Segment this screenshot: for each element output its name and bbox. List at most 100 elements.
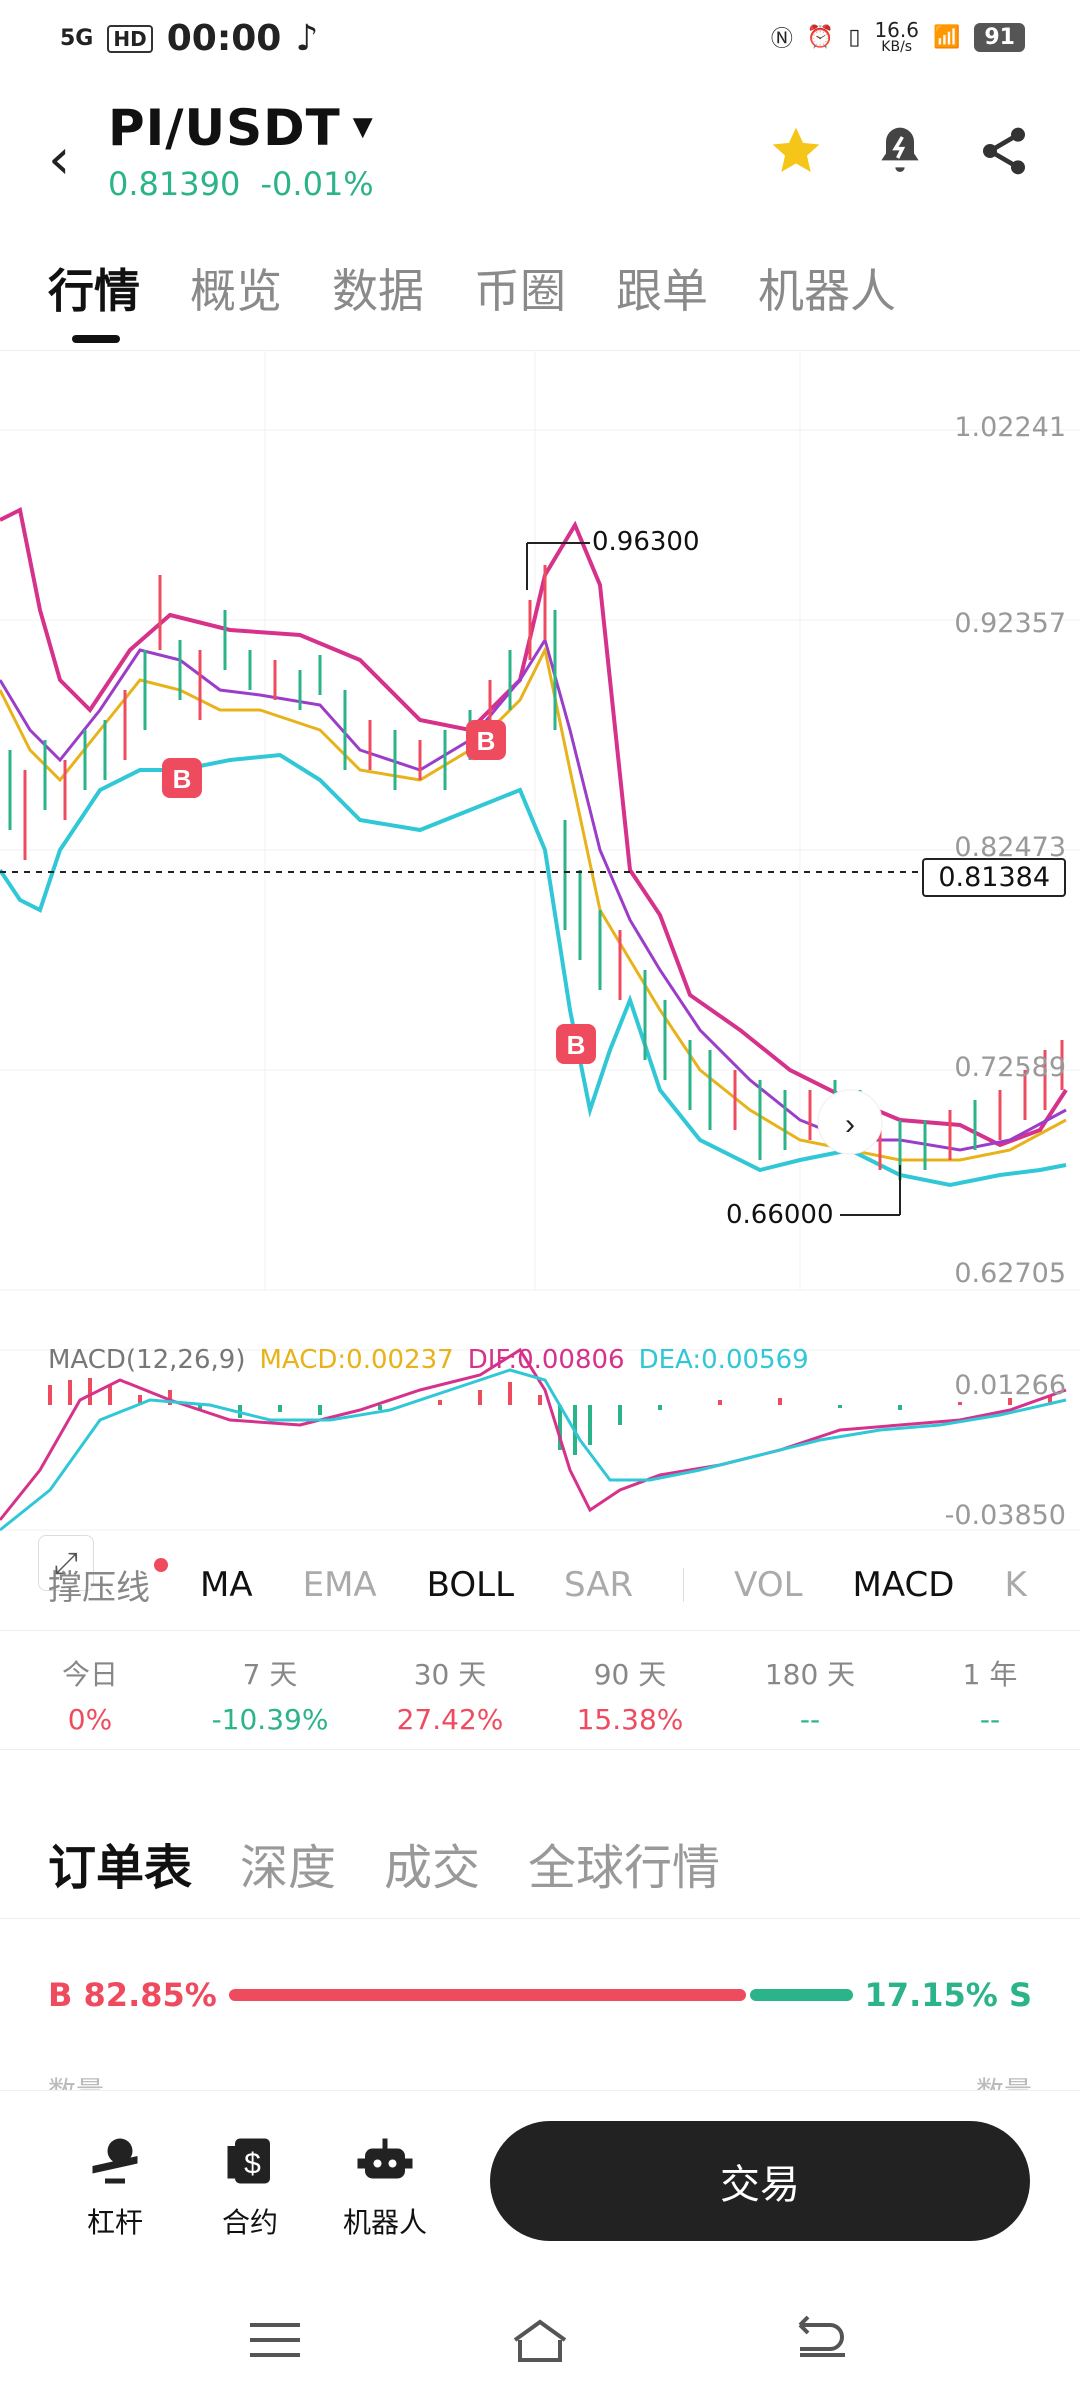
pair-selector[interactable]: PI/USDT ▼ (108, 99, 374, 157)
divider (683, 1567, 685, 1602)
stat-label: 今日 (61, 1658, 118, 1691)
back-icon[interactable]: ‹ (48, 127, 71, 192)
svg-text:B: B (477, 726, 496, 756)
sell-bar (749, 1989, 853, 2001)
share-icon[interactable] (976, 123, 1032, 179)
futures-button[interactable]: $ 合约 (190, 2131, 310, 2241)
stat-7d: 7 天 -10.39% (180, 1631, 360, 1749)
dea-value: DEA:0.00569 (638, 1345, 809, 1375)
system-nav (0, 2290, 1080, 2400)
buy-sell-ratio: B 82.85% 17.15% S (48, 1970, 1032, 2020)
price-alert-icon[interactable] (872, 123, 928, 179)
bots-label: 机器人 (342, 2206, 427, 2239)
axis-label: 1.02241 (954, 412, 1066, 443)
ratio-bar (228, 1989, 853, 2001)
trade-button[interactable]: 交易 (490, 2121, 1030, 2241)
tab-market[interactable]: 行情 (48, 255, 140, 343)
alarm-icon: ⏰ (806, 24, 835, 50)
back-nav-icon[interactable] (785, 2310, 855, 2370)
stat-180d: 180 天 -- (720, 1631, 900, 1749)
tab-orderbook[interactable]: 订单表 (48, 1840, 193, 1896)
indicator-macd[interactable]: MACD (852, 1564, 955, 1605)
nfc-icon: Ⓝ (770, 27, 793, 52)
support-resistance-toggle[interactable]: 撑压线 (48, 1558, 168, 1609)
tab-overview[interactable]: 概览 (190, 264, 282, 318)
axis-label: 0.92357 (954, 608, 1066, 639)
menu-icon[interactable] (240, 2310, 310, 2370)
status-bar: 5G HD 00:00 ♪ Ⓝ ⏰ ▯ 16.6 KB/s 📶 91 (0, 0, 1080, 80)
axis-label: 0.82473 (954, 832, 1066, 863)
indicator-sar[interactable]: SAR (564, 1564, 634, 1605)
stat-label: 1 年 (962, 1658, 1018, 1691)
buy-marker: B (466, 720, 506, 760)
buy-marker: B (162, 758, 202, 798)
divider (0, 1918, 1080, 1919)
wifi-icon: 📶 (932, 24, 961, 50)
price-line: 0.81390 -0.01% (108, 165, 374, 203)
signal-indicator: 5G (60, 26, 94, 51)
stat-value: 0% (67, 1703, 113, 1736)
net-speed-unit: KB/s (881, 39, 913, 55)
stat-label: 7 天 (242, 1658, 298, 1691)
svg-text:$: $ (244, 2148, 261, 2181)
svg-text:B: B (567, 1030, 586, 1060)
axis-label: 0.62705 (954, 1258, 1066, 1289)
indicator-vol[interactable]: VOL (734, 1564, 803, 1605)
tab-copy-trade[interactable]: 跟单 (616, 264, 708, 318)
dif-value: DIF:0.00806 (467, 1345, 625, 1375)
macd-axis-label: 0.01266 (954, 1370, 1066, 1401)
tiktok-icon: ♪ (295, 18, 319, 59)
indicator-ma[interactable]: MA (200, 1564, 253, 1605)
tab-bots[interactable]: 机器人 (758, 264, 896, 318)
tab-global-market[interactable]: 全球行情 (528, 1840, 721, 1896)
bottom-action-bar: 杠杆 $ 合约 机器人 交易 (0, 2090, 1080, 2270)
axis-label: 0.72589 (954, 1052, 1066, 1083)
battery-indicator: 91 (974, 22, 1025, 52)
tab-data[interactable]: 数据 (332, 264, 424, 318)
indicator-kdj[interactable]: K (1004, 1564, 1027, 1605)
macd-dea-line (0, 1368, 1067, 1532)
stat-value: 15.38% (576, 1703, 684, 1736)
macd-value: MACD:0.00237 (259, 1345, 454, 1375)
futures-label: 合约 (221, 2206, 278, 2239)
stat-value: -- (979, 1703, 1001, 1736)
svg-text:B: B (173, 764, 192, 794)
sell-ratio: 17.15% S (864, 1976, 1032, 2014)
stat-1y: 1 年 -- (900, 1631, 1080, 1749)
status-time: 00:00 (166, 18, 282, 59)
stat-value: 27.42% (396, 1703, 504, 1736)
indicator-ema[interactable]: EMA (302, 1564, 377, 1605)
pair-title: PI/USDT (108, 99, 341, 157)
main-tabs: 行情 概览 数据 币圈 跟单 机器人 (48, 255, 896, 343)
leverage-button[interactable]: 杠杆 (55, 2131, 175, 2241)
tab-trades[interactable]: 成交 (384, 1840, 481, 1896)
indicator-boll[interactable]: BOLL (426, 1564, 515, 1605)
tab-coin-circle[interactable]: 币圈 (474, 264, 566, 318)
macd-dif-line (0, 1347, 1067, 1521)
caret-down-icon: ▼ (352, 112, 374, 142)
indicator-row: 撑压线 MA EMA BOLL SAR VOL MACD K (48, 1558, 1080, 1609)
notify-dot (154, 1558, 168, 1572)
buy-bar (228, 1989, 746, 2001)
high-marker: 0.96300 (592, 527, 700, 557)
current-price-tag: 0.81384 (922, 858, 1066, 897)
kline-canvas[interactable]: B B B › (0, 350, 1080, 1550)
macd-title: MACD(12,26,9) (48, 1345, 246, 1375)
leverage-label: 杠杆 (86, 2206, 143, 2239)
period-stats: 今日 0% 7 天 -10.39% 30 天 27.42% 90 天 15.38% 18… (0, 1630, 1080, 1750)
futures-icon: $ (227, 2138, 270, 2184)
fullscreen-icon[interactable]: ⤢ (38, 1535, 94, 1591)
header: ‹ PI/USDT ▼ 0.81390 -0.01% (0, 95, 1080, 215)
kline-chart[interactable]: B B B › (0, 350, 1080, 1591)
stat-today: 今日 0% (0, 1631, 180, 1749)
home-icon[interactable] (505, 2310, 575, 2370)
tab-depth[interactable]: 深度 (240, 1840, 337, 1896)
stat-90d: 90 天 15.38% (540, 1631, 720, 1749)
buy-ratio: B 82.85% (48, 1976, 217, 2014)
star-icon[interactable] (768, 123, 824, 179)
bots-button[interactable]: 机器人 (325, 2131, 445, 2241)
low-marker: 0.66000 (726, 1200, 834, 1230)
stat-label: 180 天 (764, 1658, 856, 1691)
scroll-right-button[interactable]: › (817, 1089, 883, 1155)
price-change: -0.01% (260, 165, 374, 203)
